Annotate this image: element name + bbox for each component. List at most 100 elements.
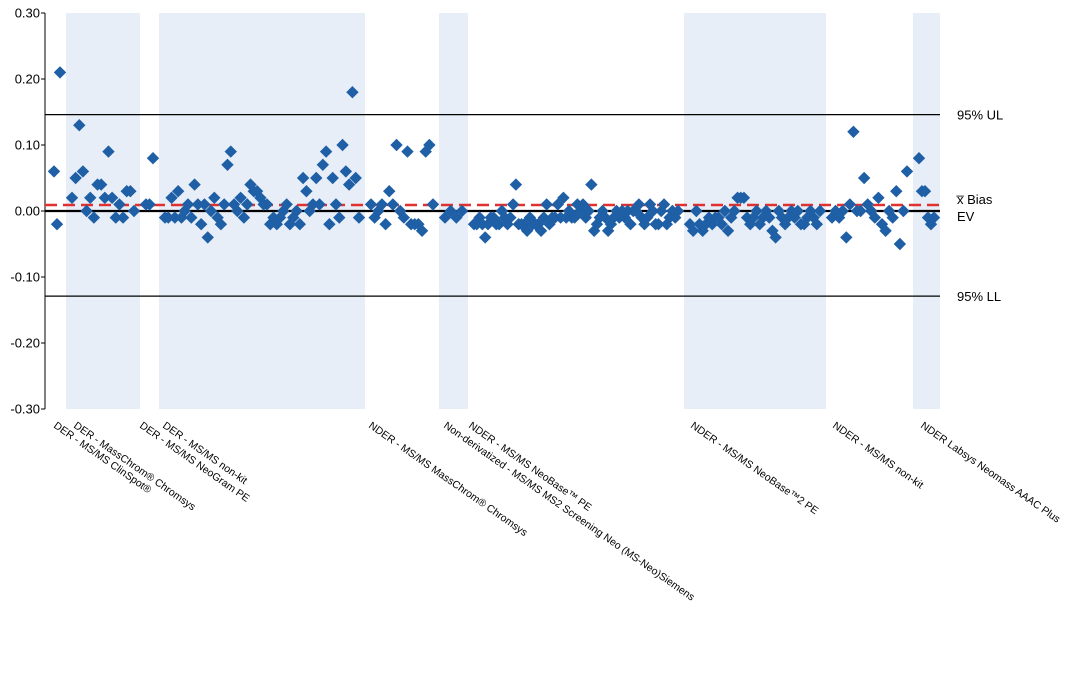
y-tick-label: -0.10 <box>10 270 40 285</box>
data-point-marker <box>495 204 509 218</box>
data-point-marker <box>237 211 251 224</box>
data-point-marker <box>782 211 795 224</box>
data-point-marker <box>231 204 244 218</box>
data-point-marker <box>810 218 824 231</box>
data-point-marker <box>313 198 326 211</box>
data-point-marker <box>143 198 156 211</box>
data-point-marker <box>383 185 396 198</box>
data-point-marker <box>750 204 763 218</box>
data-point-marker <box>280 198 293 211</box>
y-tick-label: 0.30 <box>15 6 40 21</box>
data-point-marker <box>214 218 228 231</box>
data-point-marker <box>785 204 798 218</box>
category-label: NDER - MS/MS non-kit <box>830 420 925 492</box>
data-point-marker <box>323 218 336 231</box>
data-point-marker <box>401 145 414 158</box>
data-point-marker <box>478 231 492 244</box>
data-point-marker <box>168 211 182 224</box>
data-point-marker <box>847 125 860 138</box>
data-point-marker <box>557 191 570 204</box>
data-point-marker <box>671 204 685 218</box>
data-point-marker <box>127 204 141 218</box>
data-point-marker <box>759 204 773 218</box>
data-point-marker <box>80 204 93 218</box>
data-point-marker <box>290 204 303 218</box>
data-point-marker <box>523 211 537 224</box>
data-point-marker <box>551 198 565 211</box>
data-point-marker <box>865 204 878 218</box>
data-point-marker <box>375 198 389 211</box>
data-point-marker <box>585 178 598 191</box>
data-point-marker <box>601 224 615 237</box>
data-point-marker <box>191 198 205 211</box>
data-point-marker <box>208 191 221 204</box>
data-point-marker <box>655 204 668 218</box>
data-point-marker <box>53 66 67 79</box>
data-point-marker <box>587 224 601 237</box>
data-point-marker <box>124 185 137 198</box>
data-point-marker <box>94 178 108 191</box>
data-point-marker <box>326 171 339 185</box>
data-point-marker <box>217 198 231 211</box>
data-point-marker <box>65 191 79 204</box>
y-axis: 0.30 0.20 0.10 0.00 -0.10 -0.20 -0.30 <box>10 6 46 417</box>
data-point-marker <box>897 204 910 218</box>
data-point-marker <box>747 211 760 224</box>
data-point-marker <box>146 152 160 165</box>
data-point-marker <box>712 211 725 224</box>
data-point-marker <box>657 198 671 211</box>
data-point-marker <box>721 224 735 237</box>
data-point-marker <box>690 204 703 218</box>
data-point-marker <box>872 191 885 204</box>
y-tick-label: 0.20 <box>15 72 40 87</box>
data-point-marker <box>756 211 770 224</box>
data-point-marker <box>50 218 64 231</box>
y-tick-label: 0.00 <box>15 204 40 219</box>
data-point-marker <box>568 211 581 224</box>
data-point-marker <box>596 204 609 218</box>
data-point-marker <box>534 224 548 237</box>
data-point-marker <box>868 211 882 224</box>
data-point-marker <box>504 211 517 224</box>
data-point-marker <box>843 198 857 211</box>
data-point-marker <box>900 165 914 178</box>
data-point-marker <box>175 211 188 224</box>
y-tick-label: -0.30 <box>10 402 40 417</box>
data-point-marker <box>629 204 643 218</box>
data-point-marker <box>582 204 595 218</box>
data-point-marker <box>306 198 320 211</box>
data-point-marker <box>397 211 411 224</box>
data-point-marker <box>116 211 130 224</box>
data-point-marker <box>836 204 849 218</box>
y-tick-label: -0.20 <box>10 336 40 351</box>
data-point-marker <box>624 218 637 231</box>
data-point-marker <box>310 171 323 185</box>
data-point-marker <box>241 198 254 211</box>
data-point-marker <box>543 218 556 231</box>
data-point-marker <box>352 211 366 224</box>
data-point-marker <box>893 237 907 251</box>
data-point-marker <box>599 211 612 224</box>
data-point-marker <box>379 218 392 231</box>
data-point-marker <box>319 145 333 158</box>
data-point-marker <box>509 178 523 191</box>
data-point-marker <box>638 218 651 231</box>
data-point-marker <box>390 138 403 152</box>
category-label: DER - MS/MS ClinSpot® <box>51 420 153 497</box>
data-point-marker <box>76 165 90 178</box>
data-point-marker <box>73 119 86 132</box>
data-point-marker <box>194 218 208 231</box>
data-point-marker <box>632 198 646 211</box>
data-point-marker <box>641 211 654 224</box>
data-point-marker <box>339 165 353 178</box>
data-point-marker <box>660 218 674 231</box>
data-point-marker <box>188 178 201 191</box>
reference-line-label: 95% LL <box>957 289 1001 304</box>
data-point-marker <box>201 231 214 244</box>
data-point-marker <box>646 204 660 218</box>
data-point-marker <box>105 191 119 204</box>
data-point-marker <box>234 191 247 204</box>
data-point-marker <box>696 224 709 237</box>
data-point-marker <box>113 198 126 211</box>
